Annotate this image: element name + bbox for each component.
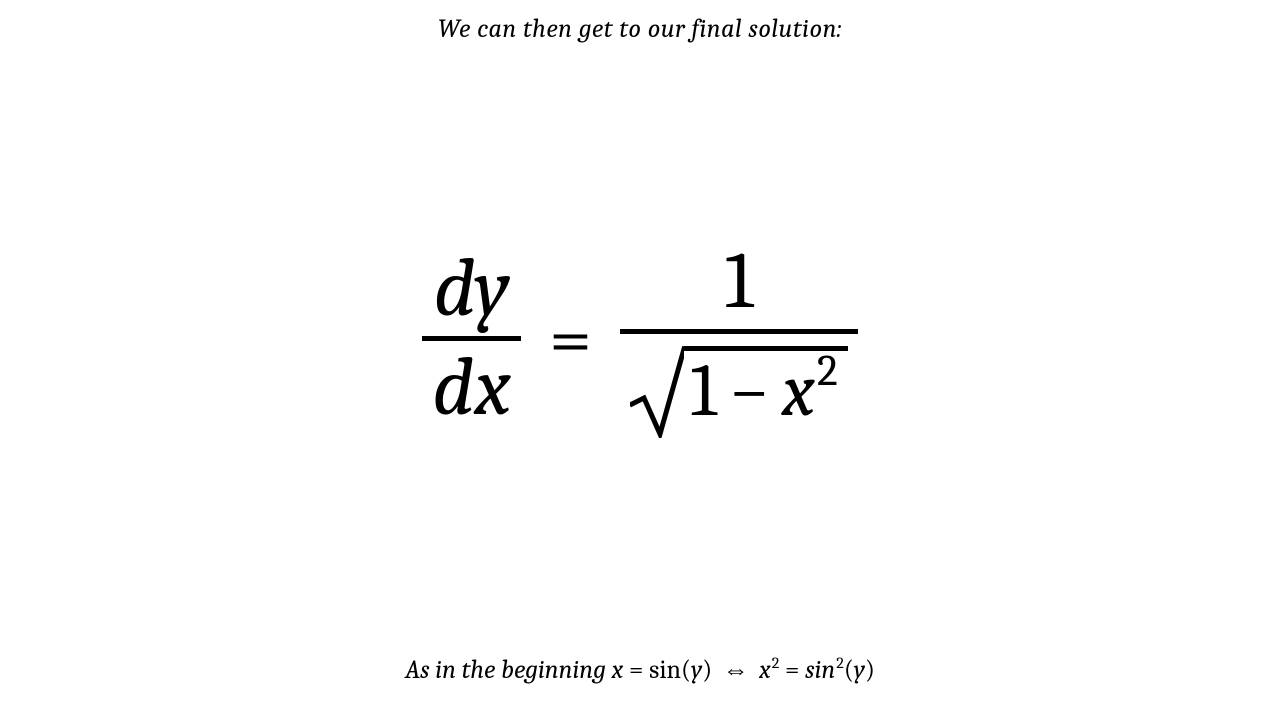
exp-sin2: 2 — [836, 654, 844, 672]
radicand-x: x — [782, 353, 815, 431]
rhs-numerator: 1 — [714, 235, 763, 329]
main-equation: dy dx = 1 1 − x 2 — [0, 235, 1280, 442]
eq-sign-1: = — [623, 655, 649, 685]
radicand-exponent: 2 — [817, 345, 838, 396]
lhs-numerator: dy — [424, 242, 520, 336]
equation-row: dy dx = 1 1 − x 2 — [422, 235, 857, 442]
top-caption: We can then get to our final solution: — [0, 14, 1280, 44]
sqrt-expression: 1 − x 2 — [630, 346, 848, 438]
radicand-one: 1 — [690, 353, 717, 431]
radicand: 1 − x 2 — [684, 346, 848, 431]
open-paren-2: ( — [844, 655, 854, 685]
bottom-math: x = sin(y) ⇔ x2 = sin2(y) — [612, 655, 875, 685]
bottom-caption: As in the beginning x = sin(y) ⇔ x2 = si… — [0, 655, 1280, 685]
var-y2: y — [854, 655, 865, 685]
open-paren-1: ( — [681, 655, 691, 685]
rhs-denominator: 1 − x 2 — [620, 334, 858, 442]
radicand-minus: − — [729, 353, 770, 431]
var-y1: y — [691, 655, 702, 685]
sin-1: sin — [649, 655, 681, 685]
lhs-denominator: dx — [422, 341, 521, 435]
var-x1: x — [612, 655, 624, 685]
iff-arrow-icon: ⇔ — [716, 655, 755, 684]
close-paren-1: ) — [702, 655, 712, 685]
close-paren-2: ) — [865, 655, 875, 685]
equals-sign: = — [549, 300, 592, 378]
lhs-fraction: dy dx — [422, 242, 521, 435]
radical-icon — [630, 346, 684, 438]
sin-2: sin — [805, 655, 835, 685]
exp-x2: 2 — [772, 654, 780, 672]
var-x2: x — [759, 655, 771, 685]
rhs-fraction: 1 1 − x 2 — [620, 235, 858, 442]
bottom-prefix: As in the beginning — [405, 655, 612, 685]
eq-sign-2: = — [779, 655, 805, 685]
